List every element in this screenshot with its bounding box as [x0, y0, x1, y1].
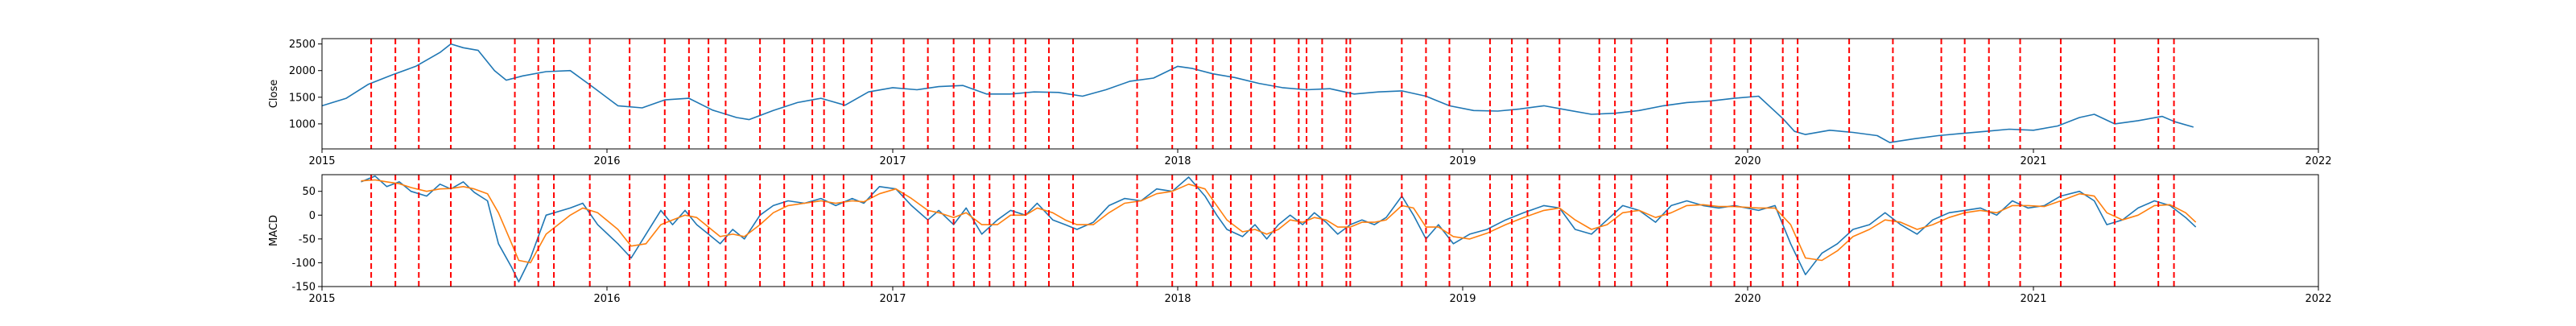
y-tick-label: 2000 — [289, 65, 316, 77]
y-tick-label: 2500 — [289, 39, 316, 51]
x-tick-label: 2018 — [1164, 155, 1191, 167]
x-tick-label: 2015 — [308, 293, 335, 305]
x-tick-label: 2017 — [879, 293, 906, 305]
x-tick-label: 2019 — [1449, 155, 1476, 167]
x-tick-label: 2022 — [2305, 155, 2331, 167]
y-tick-label: -100 — [291, 258, 316, 270]
x-tick-label: 2021 — [2020, 293, 2046, 305]
close-panel: 2015 2016 2017 2018 2019 2020 2021 2022 1000 1500… — [268, 38, 2332, 167]
x-tick-label: 2016 — [593, 155, 620, 167]
macd-panel: 2015 2016 2017 2018 2019 2020 2021 2022 -150 -100… — [268, 174, 2332, 305]
y-tick-label: 50 — [302, 186, 316, 198]
y-tick-label: 0 — [309, 210, 316, 222]
x-tick-label: 2016 — [593, 293, 620, 305]
x-tick-label: 2018 — [1164, 293, 1191, 305]
x-tick-label: 2020 — [1734, 155, 1761, 167]
y-tick-label: -50 — [299, 233, 316, 246]
axes-frame — [321, 174, 2319, 287]
y-tick-label: -150 — [291, 282, 316, 294]
x-tick-label: 2015 — [308, 155, 335, 167]
y-tick-label: 1500 — [289, 92, 316, 104]
y-axis-label: Close — [268, 80, 280, 108]
signal-series-line — [361, 179, 2197, 264]
axes-frame — [321, 38, 2319, 150]
x-tick-label: 2022 — [2305, 293, 2331, 305]
x-tick-label: 2019 — [1449, 293, 1476, 305]
y-axis-label: MACD — [268, 215, 280, 246]
x-tick-label: 2021 — [2020, 155, 2046, 167]
y-tick-label: 1000 — [289, 118, 316, 130]
x-tick-label: 2020 — [1734, 293, 1761, 305]
close-series-line — [322, 43, 2194, 143]
x-tick-label: 2017 — [879, 155, 906, 167]
macd-series-line — [361, 175, 2197, 283]
